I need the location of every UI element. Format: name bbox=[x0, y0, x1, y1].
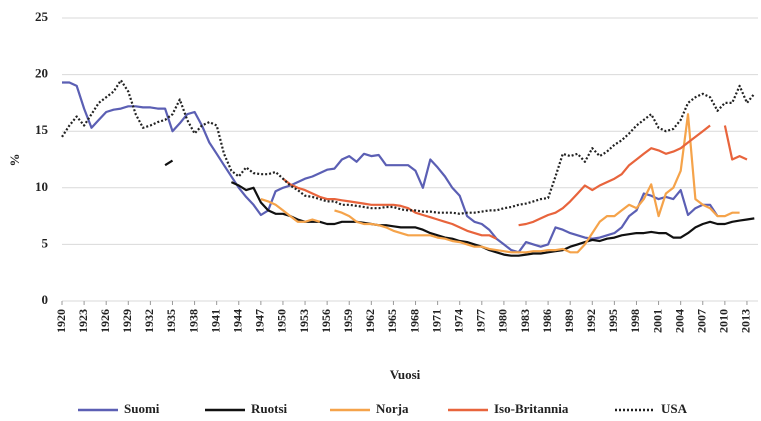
series-line bbox=[282, 124, 748, 240]
x-tick-label: 1971 bbox=[429, 309, 443, 333]
y-tick-label: 5 bbox=[42, 235, 49, 250]
legend-label: Norja bbox=[376, 401, 409, 416]
legend-label: Ruotsi bbox=[251, 401, 288, 416]
y-tick-label: 25 bbox=[35, 9, 49, 24]
x-tick-label: 1959 bbox=[341, 309, 355, 333]
legend-label: USA bbox=[661, 401, 688, 416]
y-axis-label: % bbox=[7, 154, 22, 167]
x-tick-label: 1929 bbox=[120, 309, 134, 333]
x-tick-label: 1980 bbox=[496, 309, 510, 333]
x-tick-label: 1998 bbox=[628, 309, 642, 333]
x-axis-label: Vuosi bbox=[390, 367, 421, 382]
x-tick-label: 1923 bbox=[76, 309, 90, 333]
x-tick-label: 1935 bbox=[164, 309, 178, 333]
y-tick-label: 20 bbox=[35, 66, 48, 81]
series-line bbox=[260, 113, 740, 254]
x-tick-label: 1974 bbox=[451, 309, 465, 333]
x-tick-label: 1950 bbox=[275, 309, 289, 333]
x-tick-label: 1983 bbox=[518, 309, 532, 333]
x-tick-label: 1944 bbox=[231, 309, 245, 333]
x-tick-label: 1989 bbox=[562, 309, 576, 333]
x-tick-label: 2010 bbox=[717, 309, 731, 333]
legend-label: Iso-Britannia bbox=[494, 401, 569, 416]
legend-label: Suomi bbox=[124, 401, 160, 416]
y-tick-label: 15 bbox=[35, 122, 49, 137]
x-tick-label: 1968 bbox=[407, 309, 421, 333]
x-tick-label: 1986 bbox=[540, 309, 554, 333]
x-tick-label: 1938 bbox=[186, 309, 200, 333]
y-tick-label: 10 bbox=[35, 179, 48, 194]
x-tick-label: 1953 bbox=[297, 309, 311, 333]
x-tick-label: 1932 bbox=[142, 309, 156, 333]
x-tick-label: 1926 bbox=[98, 309, 112, 333]
x-tick-label: 1965 bbox=[385, 309, 399, 333]
x-tick-label: 1956 bbox=[319, 309, 333, 333]
x-tick-label: 1962 bbox=[363, 309, 377, 333]
x-tick-label: 2013 bbox=[739, 309, 753, 333]
y-tick-label: 0 bbox=[42, 292, 49, 307]
x-tick-label: 1992 bbox=[584, 309, 598, 333]
x-tick-label: 1977 bbox=[474, 309, 488, 333]
x-tick-label: 2007 bbox=[695, 309, 709, 333]
x-tick-label: 1947 bbox=[253, 309, 267, 333]
x-tick-label: 1995 bbox=[606, 309, 620, 333]
x-tick-label: 2001 bbox=[650, 309, 664, 333]
x-tick-label: 1920 bbox=[54, 309, 68, 333]
x-tick-label: 2004 bbox=[672, 309, 686, 333]
x-tick-label: 1941 bbox=[208, 309, 222, 333]
series-line bbox=[61, 79, 756, 215]
series-line bbox=[62, 81, 719, 254]
